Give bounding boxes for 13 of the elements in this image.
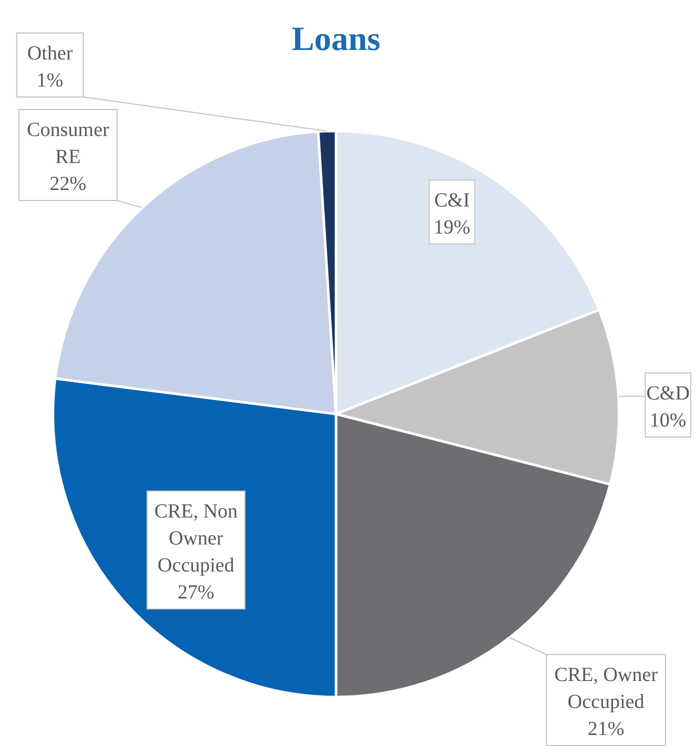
slice-label: CRE, Owner Occupied bbox=[554, 664, 658, 714]
data-label: 1% bbox=[36, 70, 64, 92]
slice-label: Other bbox=[27, 42, 74, 65]
slice-label: C&D bbox=[646, 382, 690, 405]
data-label: 27% bbox=[178, 582, 214, 604]
slice-label: CRE, Non Owner Occupied bbox=[154, 500, 238, 577]
data-label: 21% bbox=[588, 718, 624, 740]
data-label: 22% bbox=[50, 173, 86, 196]
slice-label: Consumer RE bbox=[26, 119, 110, 168]
slice-label: C&I bbox=[434, 190, 470, 212]
data-label: 19% bbox=[434, 216, 470, 239]
data-label: 10% bbox=[650, 410, 686, 432]
chart-title: Loans bbox=[292, 21, 380, 58]
